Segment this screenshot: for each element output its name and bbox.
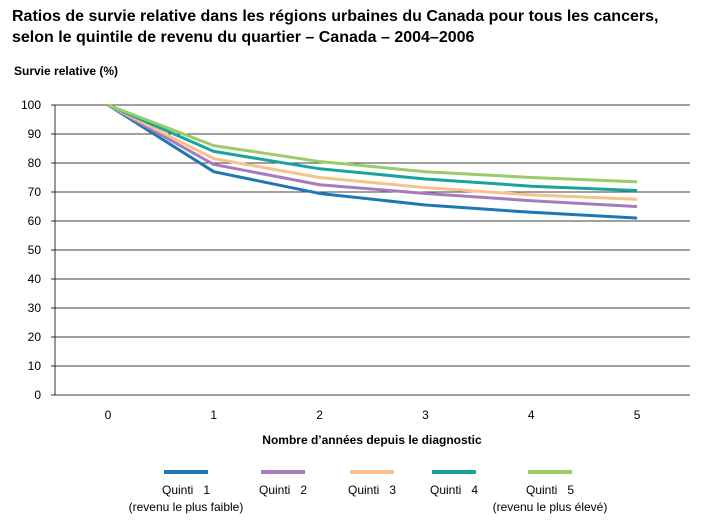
x-tick-label: 0: [105, 408, 112, 422]
legend-sublabel-5: (revenu le plus élevé): [493, 500, 608, 514]
series-line-5: [107, 103, 638, 184]
y-tick-label: 100: [21, 98, 41, 112]
x-tick-label: 1: [210, 408, 217, 422]
y-tick-label: 50: [28, 243, 42, 257]
legend-label-5: Quinti 5: [526, 483, 574, 497]
series-line-4: [107, 103, 638, 193]
x-tick-label: 2: [316, 408, 323, 422]
series-line-1: [107, 103, 638, 220]
x-axis-label: Nombre d’années depuis le diagnostic: [262, 433, 482, 447]
y-tick-label: 80: [28, 156, 42, 170]
y-tick-label: 60: [28, 214, 42, 228]
y-tick-label: 30: [28, 301, 42, 315]
legend-label-1: Quinti 1: [162, 483, 210, 497]
y-tick-label: 10: [28, 359, 42, 373]
legend-label-2: Quinti 2: [259, 483, 307, 497]
y-tick-label: 0: [34, 388, 41, 402]
chart-title-line-1: Ratios de survie relative dans les régio…: [12, 8, 658, 25]
legend-label-4: Quinti 4: [430, 483, 478, 497]
chart-title-line-2: selon le quintile de revenu du quartier …: [12, 29, 475, 46]
legend: Quinti 1 (revenu le plus faible) Quinti 2 Q…: [129, 470, 608, 514]
grid: [51, 104, 690, 396]
y-tick-labels: 0 10 20 30 40 50 60 70 80 90 100: [21, 98, 41, 402]
series-lines: [107, 103, 638, 220]
x-tick-labels: 0 1 2 3 4 5: [105, 408, 641, 422]
x-tick-label: 4: [528, 408, 535, 422]
x-tick-label: 5: [634, 408, 641, 422]
legend-label-3: Quinti 3: [348, 483, 396, 497]
series-line-3: [107, 103, 638, 201]
x-tick-label: 3: [422, 408, 429, 422]
legend-sublabel-1: (revenu le plus faible): [129, 500, 244, 514]
y-tick-label: 90: [28, 127, 42, 141]
y-tick-label: 40: [28, 272, 42, 286]
y-tick-label: 70: [28, 185, 42, 199]
series-line-2: [107, 103, 638, 208]
y-axis-label: Survie relative (%): [14, 64, 118, 78]
y-tick-label: 20: [28, 330, 42, 344]
